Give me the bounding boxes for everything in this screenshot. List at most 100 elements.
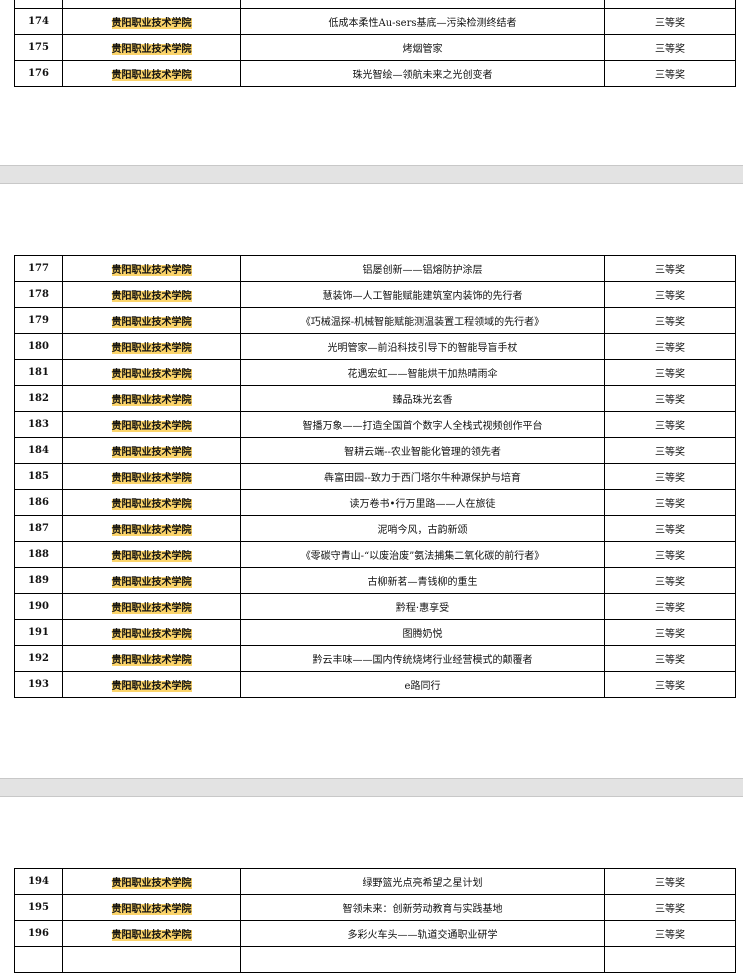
school-name: 贵阳职业技术学院 [111, 655, 192, 666]
project-name: 光明管家—前沿科技引导下的智能导盲手杖 [327, 343, 518, 354]
award-level-cell: 三等奖 [604, 437, 736, 464]
table-row: 191 贵阳职业技术学院 图腾奶悦 三等奖 [14, 619, 736, 646]
school-name: 贵阳职业技术学院 [111, 343, 192, 354]
row-number-cell: 174 [14, 8, 63, 35]
row-number-cell: 181 [14, 359, 63, 386]
row-number-cell: 179 [14, 307, 63, 334]
school-name-cell: 贵阳职业技术学院 [62, 307, 241, 334]
project-name-cell: 光明管家—前沿科技引导下的智能导盲手杖 [240, 333, 605, 360]
award-level-cell [604, 0, 736, 9]
award-level: 三等奖 [655, 629, 685, 640]
award-level: 三等奖 [655, 369, 685, 380]
project-name: 犇富田园--致力于西门塔尔牛种源保护与培育 [324, 473, 521, 484]
table-row: 193 贵阳职业技术学院 e路同行 三等奖 [14, 671, 736, 698]
project-name: 读万卷书•行万里路——人在旅徒 [349, 499, 496, 510]
award-level: 三等奖 [655, 44, 685, 55]
row-number-cell: 194 [14, 868, 63, 895]
project-name: 烤烟管家 [402, 44, 443, 55]
project-name-cell: 低成本柔性Au-sers基底—污染检测终结者 [240, 8, 605, 35]
row-number-cell [14, 946, 63, 973]
project-name-cell: 烤烟管家 [240, 34, 605, 61]
project-name: 智耕云端--农业智能化管理的领先者 [344, 447, 501, 458]
project-name: 图腾奶悦 [402, 629, 443, 640]
school-name-cell: 贵阳职业技术学院 [62, 255, 241, 282]
row-number: 181 [28, 367, 49, 378]
school-name: 贵阳职业技术学院 [111, 577, 192, 588]
award-level-cell: 三等奖 [604, 359, 736, 386]
award-level: 三等奖 [655, 421, 685, 432]
project-name: 臻品珠光玄香 [392, 395, 453, 406]
school-name-cell: 贵阳职业技术学院 [62, 281, 241, 308]
project-name-cell: 慧装饰—人工智能赋能建筑室内装饰的先行者 [240, 281, 605, 308]
school-name-cell: 贵阳职业技术学院 [62, 619, 241, 646]
project-name-cell: 智领未来：创新劳动教育与实践基地 [240, 894, 605, 921]
school-name-cell: 贵阳职业技术学院 [62, 437, 241, 464]
project-name-cell: 《巧械温探-机械智能赋能测温装置工程领域的先行者》 [240, 307, 605, 334]
school-name-cell: 贵阳职业技术学院 [62, 60, 241, 87]
school-name-cell: 贵阳职业技术学院 [62, 8, 241, 35]
table-row: 192 贵阳职业技术学院 黔云丰味——国内传统烧烤行业经营模式的颠覆者 三等奖 [14, 645, 736, 672]
award-level: 三等奖 [655, 395, 685, 406]
row-number: 190 [28, 601, 49, 612]
school-name: 贵阳职业技术学院 [111, 629, 192, 640]
project-name: 《零碳守青山-“以废治废”氨法捕集二氧化碳的前行者》 [300, 551, 545, 562]
row-number: 187 [28, 523, 49, 534]
award-level: 三等奖 [655, 499, 685, 510]
row-number: 178 [28, 289, 49, 300]
school-name: 贵阳职业技术学院 [111, 421, 192, 432]
award-level-cell: 三等奖 [604, 463, 736, 490]
school-name: 贵阳职业技术学院 [111, 18, 192, 29]
row-number-cell: 191 [14, 619, 63, 646]
row-number-cell: 192 [14, 645, 63, 672]
table-row: 195 贵阳职业技术学院 智领未来：创新劳动教育与实践基地 三等奖 [14, 894, 736, 921]
project-name-cell [240, 946, 605, 973]
table-row: 190 贵阳职业技术学院 黔程·惠享受 三等奖 [14, 593, 736, 620]
award-level: 三等奖 [655, 655, 685, 666]
school-name: 贵阳职业技术学院 [111, 525, 192, 536]
project-name-cell: 珠光智绘—领航未来之光创变者 [240, 60, 605, 87]
award-level: 三等奖 [655, 878, 685, 889]
school-name-cell: 贵阳职业技术学院 [62, 920, 241, 947]
school-name: 贵阳职业技术学院 [111, 265, 192, 276]
school-name: 贵阳职业技术学院 [111, 369, 192, 380]
row-number: 194 [28, 876, 49, 887]
row-number-cell: 186 [14, 489, 63, 516]
project-name: 古柳新茗—青钱柳的重生 [367, 577, 478, 588]
row-number-cell: 183 [14, 411, 63, 438]
award-level: 三等奖 [655, 343, 685, 354]
row-number: 189 [28, 575, 49, 586]
row-number: 180 [28, 341, 49, 352]
award-level-cell: 三等奖 [604, 34, 736, 61]
row-number: 192 [28, 653, 49, 664]
award-level: 三等奖 [655, 930, 685, 941]
row-number-cell: 184 [14, 437, 63, 464]
table-row: 183 贵阳职业技术学院 智播万象——打造全国首个数字人全栈式视频创作平台 三等奖 [14, 411, 736, 438]
row-number: 183 [28, 419, 49, 430]
project-name-cell: 图腾奶悦 [240, 619, 605, 646]
table-row: 189 贵阳职业技术学院 古柳新茗—青钱柳的重生 三等奖 [14, 567, 736, 594]
school-name: 贵阳职业技术学院 [111, 904, 192, 915]
school-name-cell: 贵阳职业技术学院 [62, 593, 241, 620]
table-row: 179 贵阳职业技术学院 《巧械温探-机械智能赋能测温装置工程领域的先行者》 三等奖 [14, 307, 736, 334]
project-name-cell: 黔程·惠享受 [240, 593, 605, 620]
school-name: 贵阳职业技术学院 [111, 447, 192, 458]
project-name-cell: 铝屡创新——铝熔防护涂层 [240, 255, 605, 282]
row-number-cell: 178 [14, 281, 63, 308]
school-name-cell: 贵阳职业技术学院 [62, 868, 241, 895]
row-number-cell: 187 [14, 515, 63, 542]
school-name: 贵阳职业技术学院 [111, 681, 192, 692]
table-row: 182 贵阳职业技术学院 臻品珠光玄香 三等奖 [14, 385, 736, 412]
table-row [14, 946, 736, 973]
table-row: 178 贵阳职业技术学院 慧装饰—人工智能赋能建筑室内装饰的先行者 三等奖 [14, 281, 736, 308]
award-level-cell: 三等奖 [604, 920, 736, 947]
project-name: 铝屡创新——铝熔防护涂层 [362, 265, 483, 276]
table-row: 196 贵阳职业技术学院 多彩火车头——轨道交通职业研学 三等奖 [14, 920, 736, 947]
project-name: 《巧械温探-机械智能赋能测温装置工程领域的先行者》 [300, 317, 545, 328]
award-level: 三等奖 [655, 551, 685, 562]
award-level: 三等奖 [655, 473, 685, 484]
award-level-cell: 三等奖 [604, 894, 736, 921]
row-number: 196 [28, 928, 49, 939]
table-row: 184 贵阳职业技术学院 智耕云端--农业智能化管理的领先者 三等奖 [14, 437, 736, 464]
row-number-cell: 188 [14, 541, 63, 568]
row-number: 188 [28, 549, 49, 560]
